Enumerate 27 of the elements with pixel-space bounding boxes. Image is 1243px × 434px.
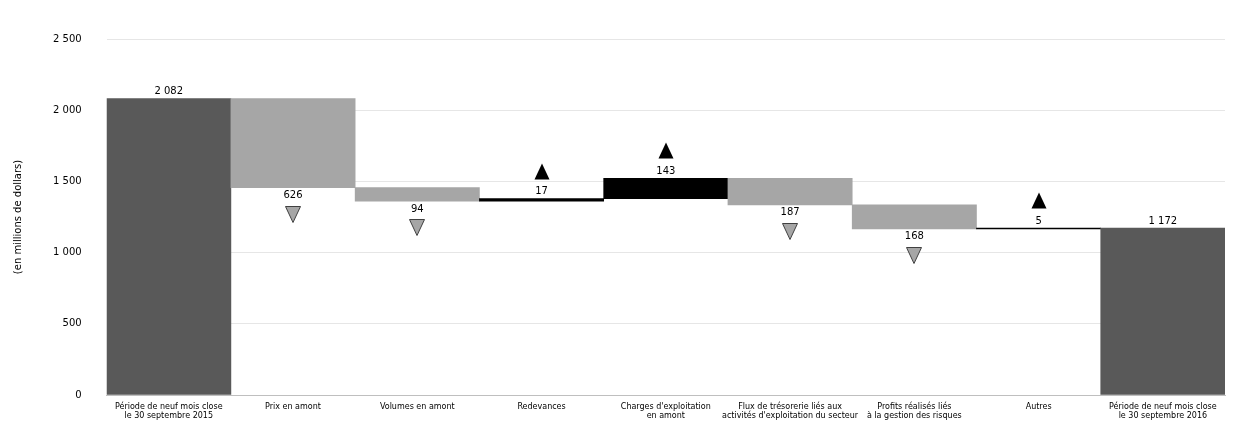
data-label: 17	[535, 185, 548, 197]
x-tick-label: Flux de trésorerie liés aux activités d'exploitation du secteur	[722, 400, 859, 421]
data-label: 168	[904, 230, 924, 242]
x-tick-label: Charges d'exploitation en amont	[620, 401, 711, 421]
x-tick-label: Volumes en amont	[379, 401, 455, 411]
data-label: 5	[1035, 214, 1042, 226]
bar	[106, 98, 232, 395]
y-tick-label: 500	[62, 317, 82, 329]
y-tick-label: 1 000	[52, 246, 82, 258]
x-tick-label: Redevances	[517, 401, 566, 411]
y-axis-title: (en millions de dollars)	[11, 159, 23, 275]
x-tick-label: Autres	[1025, 401, 1052, 411]
y-tick-label: 2 000	[52, 103, 82, 115]
data-label: 1 172	[1148, 214, 1178, 226]
x-tick-label: Période de neuf mois close le 30 septembre 2016	[1109, 400, 1217, 421]
bar	[1100, 227, 1225, 395]
data-label: 187	[780, 206, 800, 218]
y-tick-label: 1 500	[52, 174, 82, 186]
data-label: 2 082	[154, 85, 184, 97]
data-label: 143	[656, 164, 676, 176]
y-tick-label: 0	[75, 388, 82, 400]
data-label: 94	[410, 202, 424, 214]
data-label: 626	[283, 189, 303, 201]
x-tick-label: Période de neuf mois close le 30 septembre 2015	[114, 400, 223, 421]
x-tick-label: Profits réalisés liés à la gestion des risques	[866, 400, 962, 421]
x-tick-label: Prix en amont	[265, 401, 321, 411]
y-tick-label: 2 500	[52, 32, 82, 44]
